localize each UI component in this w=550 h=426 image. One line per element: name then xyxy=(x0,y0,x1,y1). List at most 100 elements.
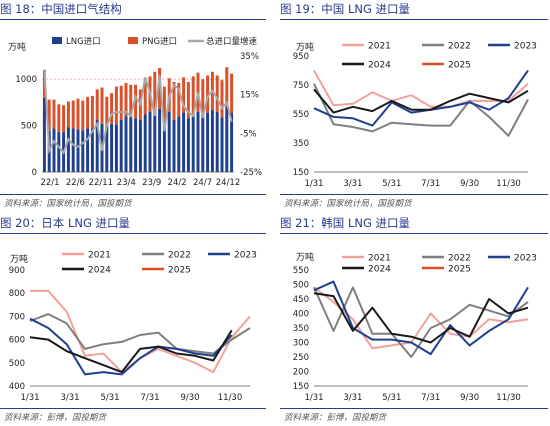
bar-lng xyxy=(81,130,85,172)
y2-tick-label: -25% xyxy=(240,168,262,178)
bar-png xyxy=(215,75,219,112)
bar-png xyxy=(206,75,210,113)
y-tick-label: 250 xyxy=(293,353,309,363)
source-rule xyxy=(280,408,548,409)
x-tick-label: 9/30 xyxy=(180,393,199,403)
y-tick-label: 750 xyxy=(293,81,309,91)
x-tick-label: 23/9 xyxy=(142,178,161,188)
series-line-2024 xyxy=(29,329,233,374)
bar-lng xyxy=(162,120,166,172)
bar-lng xyxy=(52,128,56,172)
y-axis-unit: 万吨 xyxy=(296,251,314,263)
y-tick-label: 350 xyxy=(293,139,309,149)
bar-lng xyxy=(182,112,186,172)
legend-swatch xyxy=(128,37,138,44)
bar-png xyxy=(114,86,118,125)
bar-lng xyxy=(86,128,90,172)
legend-label: 2022 xyxy=(448,42,471,52)
bar-png xyxy=(110,93,114,124)
bar-png xyxy=(81,100,85,131)
series-line-2022 xyxy=(29,313,251,355)
bar-lng xyxy=(220,117,224,172)
y-tick-label: 500 xyxy=(21,122,37,132)
y-tick-label: 550 xyxy=(293,266,309,276)
y-tick-label: 500 xyxy=(293,281,309,291)
bar-png xyxy=(100,87,104,124)
legend-label: 2021 xyxy=(368,254,391,264)
y-tick-label: 700 xyxy=(9,312,25,322)
x-tick-label: 9/30 xyxy=(460,179,479,189)
y-tick-label: 300 xyxy=(293,339,309,349)
bar-lng xyxy=(57,132,61,172)
source-rule xyxy=(280,194,548,195)
x-tick-label: 1/31 xyxy=(304,179,323,189)
x-tick-label: 22/1 xyxy=(40,178,59,188)
panel-title: 图 18：中国进口气结构 xyxy=(0,2,122,16)
bar-png xyxy=(186,81,190,119)
title-rule xyxy=(0,19,266,20)
bar-png xyxy=(225,67,229,108)
bar-png xyxy=(182,77,186,113)
x-tick-label: 7/31 xyxy=(140,393,159,403)
legend-label: LNG进口 xyxy=(66,37,101,47)
bar-lng xyxy=(206,112,210,172)
bar-png xyxy=(153,71,157,109)
legend-label: 2022 xyxy=(448,254,471,264)
chart-china-lng: 万吨 2021 2022 2023 2024 2025 150 350 550 750 950 1/3… xyxy=(293,41,537,189)
y-tick-label: 400 xyxy=(9,382,25,392)
bar-lng xyxy=(167,111,171,172)
x-tick-label: 5/31 xyxy=(100,393,119,403)
y-tick-label: 400 xyxy=(293,310,309,320)
bar-lng xyxy=(138,120,142,172)
bar-png xyxy=(105,96,109,127)
bar-lng xyxy=(129,117,133,172)
x-tick-label: 5/31 xyxy=(382,179,401,189)
y-tick-label: 1000 xyxy=(15,75,37,85)
series-line-2021 xyxy=(313,286,529,350)
bar-png xyxy=(177,82,181,117)
x-tick-label: 5/31 xyxy=(382,393,401,403)
bar-lng xyxy=(110,123,114,172)
x-tick-label: 9/30 xyxy=(460,393,479,403)
bar-png xyxy=(76,98,80,130)
panel-title: 图 21：韩国 LNG 进口量 xyxy=(280,216,411,230)
legend-label: 总进口量增速 xyxy=(206,36,258,47)
y2-tick-label: -5% xyxy=(240,129,257,139)
bar-lng xyxy=(201,114,205,172)
bar-lng xyxy=(119,120,123,172)
legend-label: 2024 xyxy=(88,266,111,276)
chart-japan-lng: 万吨 2021 2022 2023 2024 2025 400 500 600 700 800 900… xyxy=(9,251,257,404)
title-rule xyxy=(280,19,548,20)
bar-png xyxy=(191,76,195,115)
panel-china-lng-import: 图 19：中国 LNG 进口量 万吨 2021 2022 2023 2024 2025 15… xyxy=(280,0,550,212)
y-tick-label: 600 xyxy=(9,336,25,346)
series-line-2024 xyxy=(313,88,529,114)
bar-png xyxy=(86,96,90,129)
x-tick-label: 7/31 xyxy=(421,393,440,403)
source-note: 资料来源：国家统计局，国投期货 xyxy=(4,199,132,209)
legend-label: 2022 xyxy=(168,251,191,261)
y-axis-unit: 万吨 xyxy=(296,41,314,53)
y-tick-label: 950 xyxy=(293,52,309,62)
y-tick-label: 200 xyxy=(293,368,309,378)
legend-label: 2024 xyxy=(368,265,391,275)
bar-lng xyxy=(186,118,190,172)
panel-title: 图 20：日本 LNG 进口量 xyxy=(0,216,131,230)
legend-label: 2023 xyxy=(514,254,537,264)
bar-lng xyxy=(177,116,181,172)
bar-lng xyxy=(230,112,234,172)
x-tick-label: 11/30 xyxy=(218,393,243,403)
bar-png xyxy=(71,100,75,129)
bar-png xyxy=(57,104,61,133)
series-line-2021 xyxy=(30,289,251,374)
line-total-import-growth xyxy=(43,69,233,155)
bar-lng xyxy=(196,111,200,172)
bar-png xyxy=(158,68,162,109)
x-tick-label: 3/31 xyxy=(60,393,79,403)
bar-png xyxy=(162,86,166,121)
bar-lng xyxy=(76,129,80,172)
y-axis-unit: 万吨 xyxy=(10,253,28,265)
bar-png xyxy=(90,95,94,129)
bar-png xyxy=(66,101,70,128)
